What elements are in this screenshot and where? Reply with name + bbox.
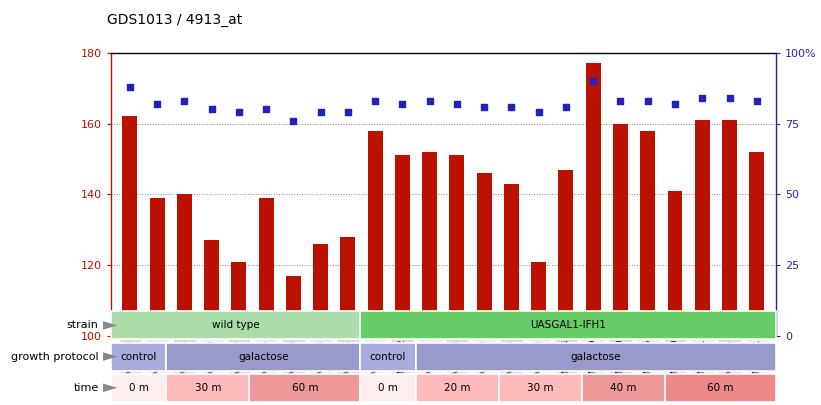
Point (505, 103, 518, 110)
Bar (531, 262, 546, 336)
Bar (613, 124, 628, 336)
Text: control: control (369, 352, 406, 362)
Bar (149, 198, 165, 336)
Bar (111, 374, 166, 402)
Polygon shape (103, 352, 117, 361)
Bar (204, 241, 219, 336)
Bar (286, 276, 301, 336)
Bar (360, 311, 776, 339)
Bar (422, 152, 438, 336)
Bar (232, 262, 246, 336)
Point (532, 109, 545, 115)
Text: 30 m: 30 m (195, 383, 221, 393)
Point (150, 100, 163, 107)
Point (369, 98, 382, 104)
Point (178, 98, 191, 104)
Text: strain: strain (67, 320, 99, 330)
Bar (111, 311, 360, 339)
Text: galactose: galactose (571, 352, 621, 362)
Bar (177, 194, 192, 336)
Bar (415, 343, 776, 371)
Point (314, 109, 328, 115)
Text: time: time (73, 383, 99, 393)
Point (342, 109, 355, 115)
Bar (166, 343, 360, 371)
Point (668, 100, 681, 107)
Point (478, 103, 491, 110)
Bar (640, 130, 655, 336)
Text: 0 m: 0 m (378, 383, 398, 393)
Bar (582, 374, 665, 402)
Point (423, 98, 436, 104)
Bar (722, 120, 737, 336)
Point (396, 100, 409, 107)
Bar (313, 244, 328, 336)
Point (259, 106, 273, 113)
Text: UASGAL1-IFH1: UASGAL1-IFH1 (530, 320, 606, 330)
Bar (360, 374, 415, 402)
Text: galactose: galactose (238, 352, 288, 362)
Bar (504, 184, 519, 336)
Bar (585, 63, 601, 336)
Text: 30 m: 30 m (527, 383, 553, 393)
Bar (667, 191, 682, 336)
Point (451, 100, 464, 107)
Bar (449, 156, 465, 336)
Bar (395, 156, 410, 336)
Point (695, 95, 709, 101)
Point (587, 78, 600, 84)
Point (614, 98, 627, 104)
Text: 40 m: 40 m (610, 383, 637, 393)
Point (205, 106, 218, 113)
Bar (498, 374, 582, 402)
Bar (341, 237, 355, 336)
Bar (111, 343, 166, 371)
Bar (166, 374, 250, 402)
Point (723, 95, 736, 101)
Point (123, 83, 136, 90)
Bar (122, 117, 137, 336)
Text: GDS1013 / 4913_at: GDS1013 / 4913_at (107, 13, 242, 28)
Polygon shape (103, 321, 117, 330)
Text: 60 m: 60 m (707, 383, 734, 393)
Text: wild type: wild type (212, 320, 259, 330)
Bar (259, 198, 273, 336)
Text: 20 m: 20 m (444, 383, 470, 393)
Bar (477, 173, 492, 336)
Text: 0 m: 0 m (129, 383, 149, 393)
Bar (250, 374, 360, 402)
Text: control: control (121, 352, 157, 362)
Text: 60 m: 60 m (291, 383, 318, 393)
Point (750, 98, 764, 104)
Bar (750, 152, 764, 336)
Point (287, 117, 300, 124)
Bar (415, 374, 499, 402)
Point (559, 103, 572, 110)
Point (232, 109, 245, 115)
Bar (368, 130, 383, 336)
Text: growth protocol: growth protocol (11, 352, 99, 362)
Polygon shape (103, 384, 117, 392)
Bar (695, 120, 709, 336)
Bar (665, 374, 776, 402)
Bar (558, 170, 574, 336)
Bar (360, 343, 415, 371)
Point (641, 98, 654, 104)
